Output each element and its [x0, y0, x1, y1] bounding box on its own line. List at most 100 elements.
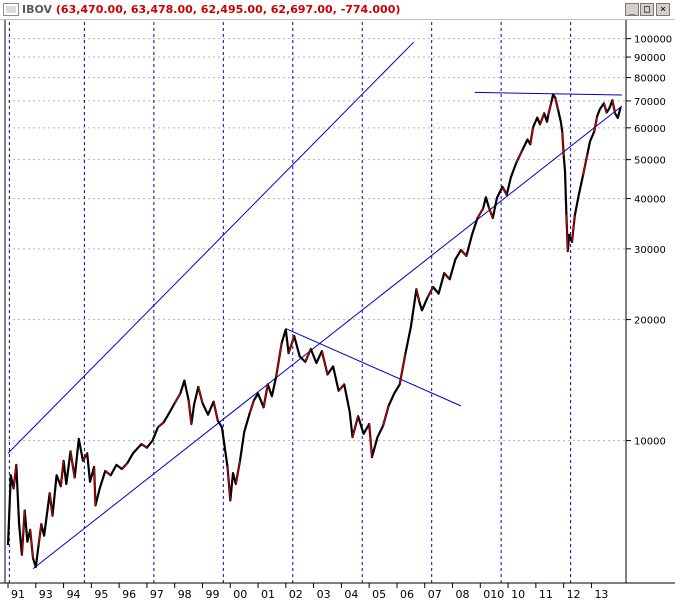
price-accent-segment — [338, 383, 345, 392]
trendline — [285, 328, 462, 407]
x-tick-label: 11 — [539, 588, 553, 601]
trendline — [7, 41, 414, 454]
chart-background — [0, 20, 675, 606]
symbol-label: IBOV — [22, 3, 53, 16]
price-accent-segment — [582, 154, 588, 176]
trendline — [32, 105, 623, 570]
price-accent-segment — [399, 354, 406, 385]
price-accent-segment — [69, 451, 76, 478]
price-accent-segment — [571, 215, 576, 243]
x-tick-label: 06 — [400, 588, 414, 601]
price-accent-segment — [60, 460, 65, 487]
x-axis-ticks: 91 93 94 95 96 97 98 99 00 01 02 03 04 05 06 07 08 010 10 1… — [7, 583, 608, 601]
grid-lines — [8, 38, 626, 442]
price-accent-segment — [539, 113, 545, 125]
price-accent-segment — [321, 350, 329, 375]
price-accent-segment — [37, 523, 42, 546]
y-tick-label: 40000 — [634, 195, 666, 206]
x-tick-label: 96 — [122, 588, 136, 601]
ohlc-values: (63,470.00, 63,478.00, 62,495.00, 62,697… — [55, 3, 401, 16]
price-accent-segment — [157, 421, 164, 428]
price-accent-segment — [141, 443, 148, 449]
price-accent-segment — [29, 529, 34, 559]
y-tick-label: 10000 — [634, 437, 666, 448]
price-accent-segment — [104, 470, 112, 476]
price-accent-segment — [49, 493, 54, 516]
price-accent-segment — [197, 386, 204, 404]
price-accent-segment — [382, 405, 390, 426]
y-tick-label: 50000 — [634, 156, 666, 167]
y-tick-label: 80000 — [634, 74, 666, 85]
x-tick-label: 13 — [594, 588, 608, 601]
price-accent-segment — [263, 384, 269, 408]
price-accent-segment — [82, 452, 88, 462]
price-accent-segment — [561, 132, 565, 156]
y-tick-label: 30000 — [634, 245, 666, 256]
price-accent-segment — [275, 342, 283, 378]
price-accent-segment — [213, 401, 219, 421]
price-accent-segment — [249, 400, 255, 414]
x-tick-label: 07 — [428, 588, 442, 601]
x-tick-label: 02 — [289, 588, 303, 601]
price-accent-segment — [611, 100, 616, 114]
x-tick-label: 01 — [261, 588, 275, 601]
x-tick-label: 08 — [456, 588, 470, 601]
price-accent-segment — [415, 289, 420, 302]
price-accent-segment — [515, 150, 523, 163]
maximize-button[interactable]: □ — [640, 3, 654, 16]
price-accent-segment — [288, 335, 295, 354]
close-button[interactable]: × — [656, 3, 670, 16]
price-accent-segment — [443, 272, 451, 280]
x-tick-label: 98 — [178, 588, 192, 601]
trendline — [474, 91, 623, 96]
price-accent-segment — [12, 464, 17, 489]
x-tick-label: 10 — [511, 588, 525, 601]
x-tick-label: 03 — [317, 588, 331, 601]
price-accent-segment — [426, 286, 434, 298]
price-accent-segment — [477, 208, 484, 219]
price-accent-segment — [502, 186, 508, 195]
y-axis-ticks: 10000 20000 30000 40000 50000 60000 70000 80000… — [626, 35, 672, 448]
price-accent-segment — [529, 127, 534, 145]
y-tick-label: 90000 — [634, 53, 666, 64]
y-tick-label: 20000 — [634, 316, 666, 327]
price-accent-segment — [174, 393, 181, 404]
x-tick-label: 95 — [94, 588, 108, 601]
chart-title: IBOV (63,470.00, 63,478.00, 62,495.00, 6… — [22, 3, 400, 16]
price-accent-segment — [351, 416, 359, 438]
y-tick-label: 70000 — [634, 97, 666, 108]
x-tick-label: 91 — [11, 588, 25, 601]
y-tick-label: 60000 — [634, 124, 666, 135]
x-tick-label: 97 — [150, 588, 164, 601]
x-tick-label: 00 — [233, 588, 247, 601]
price-accent-segment — [21, 510, 26, 555]
price-accent-segment — [304, 348, 312, 363]
price-accent-segment — [488, 206, 494, 219]
chart-title-bar: IBOV (63,470.00, 63,478.00, 62,495.00, 6… — [0, 0, 675, 20]
x-tick-label: 12 — [567, 588, 581, 601]
price-accent-segment — [547, 102, 552, 115]
price-series — [6, 93, 622, 568]
price-accent-segment — [603, 103, 608, 113]
price-accent-segment — [554, 97, 559, 110]
x-tick-label: 93 — [39, 588, 53, 601]
price-accent-segment — [121, 462, 128, 470]
x-tick-label: 94 — [67, 588, 81, 601]
price-accent-segment — [565, 214, 569, 252]
price-accent-segment — [235, 460, 241, 485]
y-tick-label: 100000 — [634, 35, 672, 46]
price-accent-segment — [226, 466, 231, 501]
price-accent-segment — [593, 116, 598, 132]
price-accent-segment — [368, 423, 373, 458]
x-tick-label: 010 — [483, 588, 504, 601]
chart-window-icon — [3, 3, 19, 16]
x-tick-label: 05 — [372, 588, 386, 601]
price-accent-segment — [187, 400, 192, 425]
trendlines — [7, 41, 623, 570]
x-tick-label: 99 — [205, 588, 219, 601]
price-accent-segment — [93, 466, 97, 506]
price-accent-segment — [460, 249, 467, 257]
minimize-button[interactable]: _ — [625, 3, 639, 16]
x-tick-label: 04 — [344, 588, 358, 601]
